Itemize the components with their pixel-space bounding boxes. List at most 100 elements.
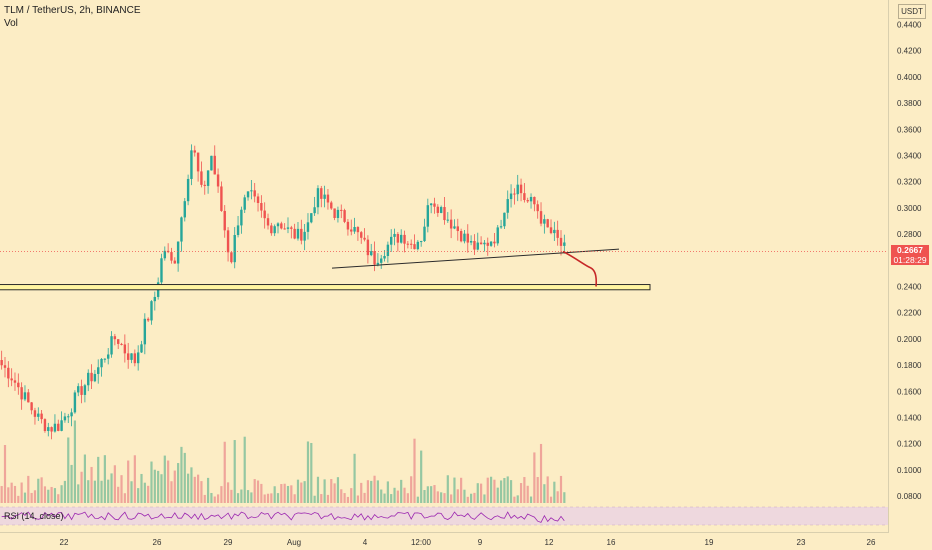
time-tick-label: Aug: [287, 538, 301, 547]
volume-bar: [117, 486, 120, 503]
volume-bar: [100, 480, 103, 503]
price-axis-divider: [888, 0, 889, 533]
candle-body: [60, 420, 63, 431]
price-tick-label: 0.1600: [897, 387, 922, 396]
candle-body: [266, 218, 270, 226]
candle-body: [380, 258, 383, 263]
candle-body: [316, 188, 320, 208]
candle-body: [546, 219, 549, 228]
volume-bar: [473, 492, 476, 503]
volume-bar: [333, 483, 336, 503]
volume-bar: [173, 470, 176, 503]
volume-bar: [50, 486, 53, 503]
volume-bar: [453, 477, 456, 503]
candle-body: [180, 217, 183, 242]
symbol-legend[interactable]: TLM / TetherUS, 2h, BINANCE: [4, 5, 141, 16]
candle-body: [516, 184, 519, 195]
rsi-legend[interactable]: RSI (14, close): [4, 511, 64, 521]
candle-body: [153, 296, 157, 302]
candle-body: [33, 410, 37, 417]
volume-bar: [33, 490, 37, 503]
currency-unit-label[interactable]: USDT: [898, 4, 926, 19]
candle-body: [340, 209, 343, 211]
candle-body: [363, 237, 366, 240]
price-tick-label: 0.1000: [897, 466, 922, 475]
volume-bar: [356, 495, 360, 503]
volume-bar: [90, 466, 93, 503]
volume-bar: [243, 436, 246, 503]
candle-body: [439, 207, 443, 213]
candle-body: [150, 301, 153, 321]
volume-bar: [57, 494, 60, 503]
volume-bar: [519, 483, 523, 503]
candle-body: [243, 197, 246, 210]
volume-bar: [270, 493, 273, 503]
candle-body: [406, 243, 410, 245]
volume-bar: [330, 479, 333, 503]
volume-bar: [436, 491, 439, 503]
volume-bar: [133, 455, 136, 503]
volume-bar: [266, 493, 270, 503]
candle-body: [100, 358, 103, 368]
volume-bar: [310, 442, 313, 503]
candle-body: [523, 193, 526, 201]
candle-body: [423, 226, 426, 242]
candle-body: [263, 210, 266, 219]
candle-body: [90, 372, 93, 382]
candle-body: [280, 223, 283, 229]
candle-body: [170, 252, 173, 261]
volume-bar: [280, 484, 283, 503]
volume-bar: [83, 454, 86, 503]
candle-body: [366, 239, 370, 256]
candle-body: [310, 213, 313, 223]
candle-body: [213, 155, 216, 175]
volume-bar: [340, 489, 343, 503]
volume-bar: [180, 446, 183, 503]
volume-bar: [206, 477, 210, 503]
rsi-band: [0, 507, 888, 525]
volume-bar: [123, 493, 126, 503]
candle-body: [133, 353, 137, 364]
candle-body: [360, 232, 363, 238]
volume-bar: [383, 493, 386, 503]
volume-bar: [549, 496, 553, 503]
candle-body: [443, 207, 446, 221]
volume-bar: [366, 480, 369, 503]
price-tick-label: 0.2400: [897, 283, 922, 292]
candle-body: [503, 212, 506, 227]
candle-body: [529, 196, 533, 202]
volume-bar: [150, 461, 153, 503]
bar-countdown: 01:28:29: [893, 255, 927, 265]
volume-bar: [127, 460, 130, 503]
candle-body: [459, 231, 463, 242]
volume-bar: [0, 486, 3, 503]
candle-body: [210, 155, 213, 171]
volume-bar: [476, 483, 479, 503]
volume-bar: [230, 489, 233, 503]
volume-bar: [450, 494, 453, 503]
candle-body: [499, 226, 503, 228]
volume-bar: [486, 477, 489, 503]
volume-bar: [390, 494, 393, 503]
price-tick-label: 0.1800: [897, 361, 922, 370]
candle-body: [256, 196, 260, 203]
volume-bar: [413, 438, 416, 503]
volume-bar: [343, 493, 346, 503]
volume-bar: [363, 492, 366, 503]
candle-body: [313, 207, 316, 214]
candle-body: [290, 227, 293, 229]
volume-legend[interactable]: Vol: [4, 18, 18, 29]
volume-bar: [250, 492, 253, 503]
volume-bar: [460, 477, 463, 503]
trendline: [331, 248, 620, 269]
candle-body: [143, 318, 147, 345]
candle-body: [549, 227, 553, 234]
price-tick-label: 0.3800: [897, 99, 922, 108]
volume-bar: [20, 482, 23, 503]
price-tick-label: 0.3400: [897, 152, 922, 161]
volume-bar: [226, 482, 230, 503]
price-tick-label: 0.2200: [897, 309, 922, 318]
candle-body: [246, 191, 250, 198]
time-tick-label: 16: [607, 538, 616, 547]
